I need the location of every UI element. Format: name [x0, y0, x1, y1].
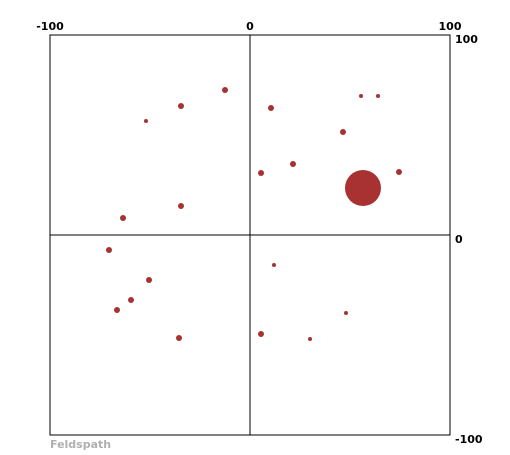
y-tick-label-top: 100	[455, 33, 478, 46]
data-point-16	[258, 170, 264, 176]
data-point-4	[120, 215, 126, 221]
data-point-9	[114, 307, 120, 313]
data-point-15	[290, 161, 296, 167]
y-tick-label-middle: 0	[455, 233, 463, 246]
data-point-22	[308, 337, 312, 341]
data-point-14	[340, 129, 346, 135]
x-tick-label-left: -100	[36, 20, 64, 33]
data-point-12	[359, 94, 363, 98]
data-point-13	[376, 94, 380, 98]
data-point-6	[106, 247, 112, 253]
data-point-18	[345, 170, 381, 206]
data-point-5	[178, 203, 184, 209]
data-point-17	[396, 169, 402, 175]
x-tick-label-center: 0	[246, 20, 254, 33]
footer-label: Feldspath	[50, 438, 111, 451]
data-point-8	[128, 297, 134, 303]
data-point-19	[272, 263, 276, 267]
data-point-2	[178, 103, 184, 109]
data-point-21	[258, 331, 264, 337]
y-tick-label-bottom: -100	[455, 433, 483, 446]
data-point-20	[344, 311, 348, 315]
data-point-1	[222, 87, 228, 93]
data-point-3	[144, 119, 148, 123]
data-point-10	[176, 335, 182, 341]
data-point-11	[268, 105, 274, 111]
data-point-7	[146, 277, 152, 283]
x-tick-label-right: 100	[439, 20, 462, 33]
